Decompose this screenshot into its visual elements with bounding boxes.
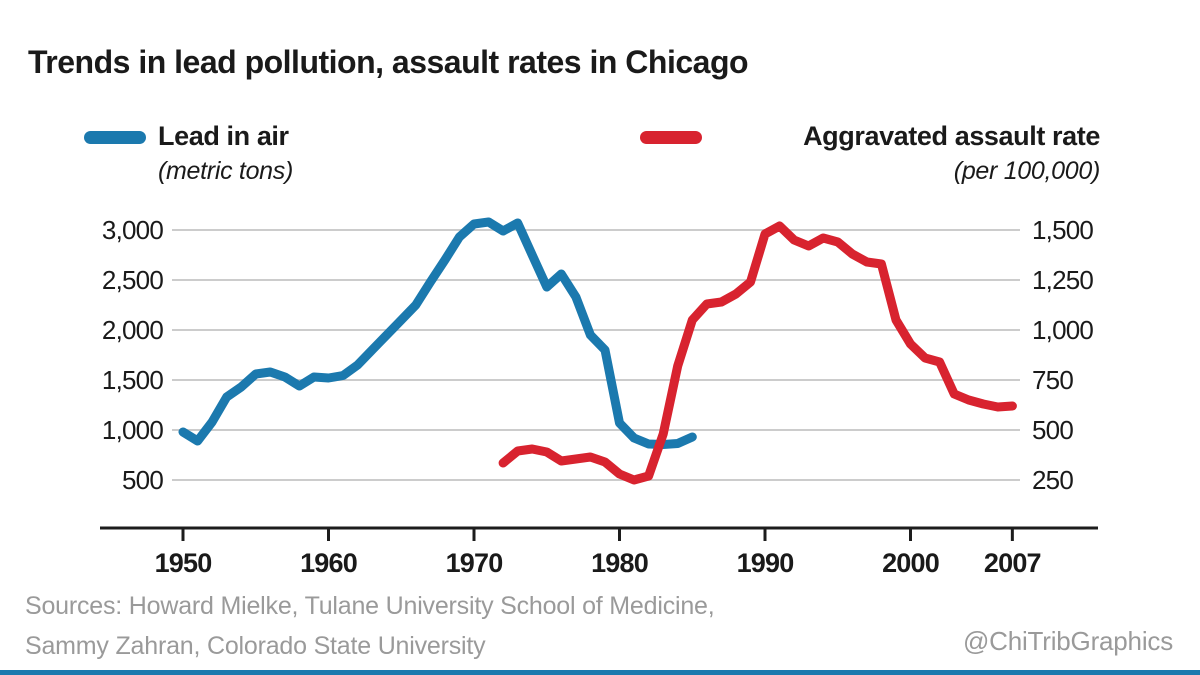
right-axis-tick-label: 250	[1032, 465, 1073, 495]
legend-label-assault: Aggravated assault rate	[803, 121, 1100, 151]
left-axis-tick-label: 2,000	[102, 315, 163, 345]
right-axis-tick-label: 750	[1032, 365, 1073, 395]
x-axis-tick-label: 1960	[300, 548, 357, 578]
x-axis-tick-label: 1950	[155, 548, 212, 578]
x-axis-tick-label: 1990	[737, 548, 794, 578]
left-axis-tick-label: 1,500	[102, 365, 163, 395]
legend-item-assault: Aggravated assault rate (per 100,000)	[803, 121, 1100, 186]
left-axis-tick-label: 2,500	[102, 265, 163, 295]
legend-label-lead: Lead in air	[158, 121, 289, 151]
x-axis-tick-label: 1970	[446, 548, 503, 578]
right-axis-tick-label: 500	[1032, 415, 1073, 445]
right-axis-tick-label: 1,250	[1032, 265, 1093, 295]
bottom-accent-bar	[0, 670, 1200, 675]
sources-line-2: Sammy Zahran, Colorado State University	[25, 632, 486, 660]
left-axis-tick-label: 1,000	[102, 415, 163, 445]
sources-line-1: Sources: Howard Mielke, Tulane Universit…	[25, 592, 715, 620]
legend-unit-lead: (metric tons)	[158, 157, 294, 186]
legend-swatch-assault	[640, 131, 702, 144]
twitter-handle: @ChiTribGraphics	[962, 626, 1173, 656]
left-axis-tick-label: 500	[122, 465, 163, 495]
x-axis-tick-label: 2000	[882, 548, 939, 578]
x-axis-tick-label: 1980	[591, 548, 648, 578]
legend-unit-assault: (per 100,000)	[953, 157, 1101, 186]
legend-swatch-lead	[84, 131, 146, 144]
series-line-aggravated-assault-rate	[498, 221, 1017, 485]
sources-note: Sources: Howard Mielke, Tulane Universit…	[25, 586, 715, 666]
left-axis-tick-label: 3,000	[102, 215, 163, 245]
series-line-lead-in-air	[178, 217, 697, 449]
right-axis-tick-label: 1,000	[1032, 315, 1093, 345]
x-axis-tick-label: 2007	[984, 548, 1041, 578]
legend-item-lead: Lead in air (metric tons)	[158, 121, 293, 186]
right-axis-tick-label: 1,500	[1032, 215, 1093, 245]
page-title: Trends in lead pollution, assault rates …	[28, 44, 749, 80]
